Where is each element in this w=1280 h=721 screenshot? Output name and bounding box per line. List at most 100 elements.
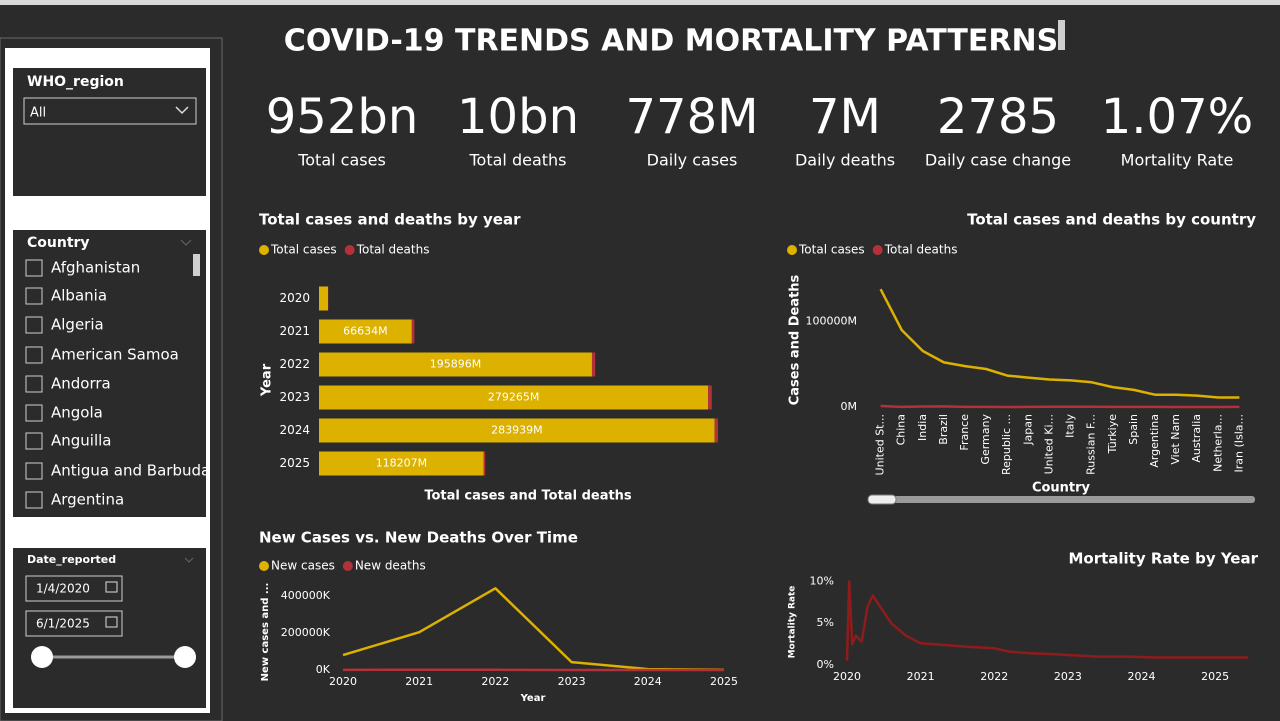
y-axis-title: Year — [260, 363, 275, 397]
bar — [591, 352, 596, 377]
bar — [319, 385, 709, 410]
legend-marker — [342, 561, 353, 571]
x-tick-label: 2020 — [329, 675, 357, 688]
y-axis-title: Mortality Rate — [788, 586, 798, 659]
y-tick-label: 0M — [841, 400, 858, 413]
y-tick-label: 200000K — [281, 626, 331, 639]
x-tick-label: Netherla... — [1211, 414, 1224, 472]
scrollbar[interactable] — [868, 496, 1255, 503]
slicer-title: WHO_region — [27, 74, 124, 90]
x-tick-label: Russian F... — [1085, 414, 1098, 475]
checkbox[interactable] — [25, 404, 43, 422]
x-tick-label: Brazil — [937, 414, 950, 445]
y-tick-label: 5% — [817, 616, 834, 629]
slider-handle[interactable] — [174, 646, 196, 668]
calendar-icon — [105, 616, 118, 628]
x-tick-label: Iran (Isla... — [1232, 414, 1245, 473]
bar — [319, 286, 329, 311]
checkbox[interactable] — [25, 432, 43, 450]
checkbox[interactable] — [25, 346, 43, 364]
y-tick-label: 2025 — [279, 456, 310, 470]
kpi-value: 778M — [625, 89, 758, 145]
value-label: 283939M — [491, 424, 542, 437]
value-label: 118207M — [376, 457, 427, 470]
icon — [1058, 20, 1065, 50]
legend-label: Total deaths — [356, 243, 430, 257]
checkbox[interactable] — [25, 316, 43, 334]
y-axis-title: New cases and ... — [260, 583, 271, 682]
chevron — [175, 106, 189, 115]
checkbox-label[interactable]: American Samoa — [51, 346, 179, 364]
slider-handle[interactable] — [31, 646, 53, 668]
x-tick-label: Viet Nam — [1169, 414, 1182, 465]
dropdown-value: All — [30, 106, 46, 121]
checkbox-label[interactable]: Anguilla — [51, 432, 112, 450]
slicer-box — [13, 68, 206, 196]
x-tick-label: Spain — [1127, 414, 1140, 445]
legend-marker — [259, 245, 269, 255]
bar — [319, 451, 484, 476]
checkbox-label[interactable]: Andorra — [51, 375, 111, 393]
checkbox-label[interactable]: Antigua and Barbuda — [51, 462, 210, 480]
legend-marker — [344, 245, 355, 255]
y-tick-label: 0% — [817, 658, 834, 671]
checkbox-label[interactable]: Albania — [51, 287, 107, 305]
top-strip — [0, 0, 1280, 5]
calendar-icon — [105, 581, 118, 593]
kpi-label: Daily case change — [925, 151, 1071, 170]
kpi-value: 952bn — [266, 89, 419, 145]
bar — [411, 319, 415, 344]
slicer-title: Date_reported — [27, 553, 116, 566]
x-tick-label: United St... — [874, 414, 887, 475]
bar — [319, 319, 412, 344]
bar — [708, 385, 712, 410]
line — [879, 288, 1240, 399]
scrollbar-thumb[interactable] — [867, 494, 897, 505]
legend-label: New cases — [271, 559, 335, 573]
x-tick-label: 2020 — [833, 670, 861, 683]
x-tick-label: 2022 — [980, 670, 1008, 683]
bar — [319, 352, 592, 377]
checkbox-label[interactable]: Afghanistan — [51, 259, 140, 277]
legend-label: New deaths — [355, 559, 426, 573]
x-tick-label: United Ki... — [1042, 414, 1055, 474]
date-value: 1/4/2020 — [36, 582, 90, 596]
chart-title: Total cases and deaths by year — [259, 211, 521, 229]
page-title: COVID-19 TRENDS AND MORTALITY PATTERNS — [284, 24, 1058, 59]
checkbox[interactable] — [25, 287, 43, 305]
y-tick-label: 100000M — [806, 314, 857, 327]
y-tick-label: 400000K — [281, 589, 331, 602]
line — [880, 404, 1240, 409]
chart-title: Mortality Rate by Year — [1068, 550, 1258, 568]
x-axis-title: Total cases and Total deaths — [424, 489, 632, 504]
slicer-title: Country — [27, 235, 90, 251]
checkbox[interactable] — [25, 491, 43, 509]
x-tick-label: 2021 — [907, 670, 935, 683]
chart-title: New Cases vs. New Deaths Over Time — [259, 529, 578, 547]
y-tick-label: 2023 — [279, 390, 310, 404]
x-tick-label: Türkiye — [1106, 414, 1119, 455]
x-tick-label: Japan — [1021, 414, 1034, 446]
x-tick-label: 2024 — [634, 675, 662, 688]
checkbox-label[interactable]: Algeria — [51, 316, 104, 334]
checkbox[interactable] — [25, 462, 43, 480]
checkbox-label[interactable]: Angola — [51, 404, 103, 422]
kpi-label: Total deaths — [468, 151, 566, 170]
bar — [483, 451, 486, 476]
y-tick-label: 2024 — [279, 423, 310, 437]
checkbox[interactable] — [25, 375, 43, 393]
checkbox[interactable] — [25, 259, 43, 277]
scrollbar[interactable] — [193, 254, 200, 276]
x-tick-label: 2022 — [481, 675, 509, 688]
x-tick-label: Argentina — [1148, 414, 1161, 468]
dropdown[interactable] — [23, 97, 197, 125]
x-axis-title: Year — [520, 693, 546, 704]
x-tick-label: India — [916, 414, 929, 441]
legend-marker — [787, 245, 797, 255]
kpi-value: 2785 — [937, 89, 1059, 145]
checkbox-label[interactable]: Argentina — [51, 491, 124, 509]
legend-label: Total deaths — [884, 243, 958, 257]
chevron — [184, 557, 194, 563]
bar — [714, 418, 718, 443]
